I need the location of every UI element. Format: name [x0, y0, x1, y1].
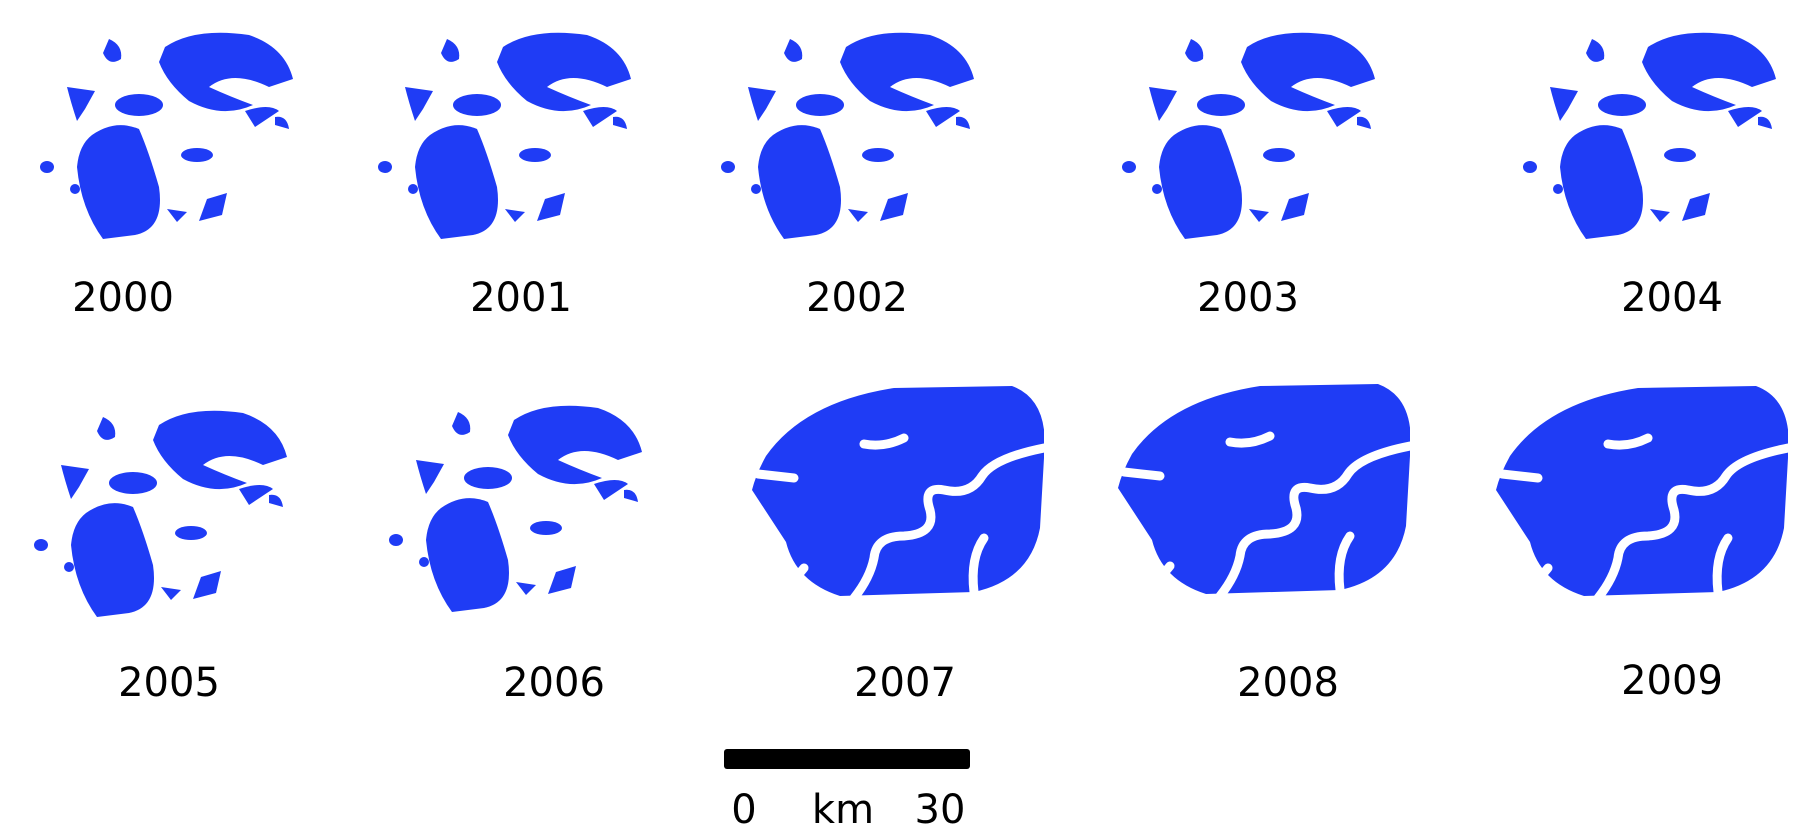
scale-start: 0	[731, 787, 756, 833]
year-label: 2003	[1197, 275, 1299, 321]
water-map	[1118, 384, 1411, 596]
year-label: 2007	[854, 660, 956, 706]
scale-unit: km	[812, 787, 874, 833]
year-label: 2004	[1621, 275, 1723, 321]
water-map	[1496, 386, 1789, 598]
year-label: 2009	[1621, 658, 1723, 704]
year-label: 2001	[470, 275, 572, 321]
water-map	[40, 33, 293, 239]
water-map	[389, 406, 642, 612]
water-map	[752, 386, 1045, 598]
year-label: 2005	[118, 660, 220, 706]
water-map	[34, 411, 287, 617]
water-map	[1122, 33, 1375, 239]
scale-bar	[724, 749, 970, 769]
scale-end: 30	[915, 787, 966, 833]
water-map	[378, 33, 631, 239]
year-label: 2008	[1237, 660, 1339, 706]
figure: 2000 2001 2002 2003 2004 2005 2006 2007 …	[0, 0, 1796, 833]
year-label: 2006	[503, 660, 605, 706]
water-map	[1523, 33, 1776, 239]
year-label: 2000	[72, 275, 174, 321]
year-label: 2002	[806, 275, 908, 321]
water-map	[721, 33, 974, 239]
